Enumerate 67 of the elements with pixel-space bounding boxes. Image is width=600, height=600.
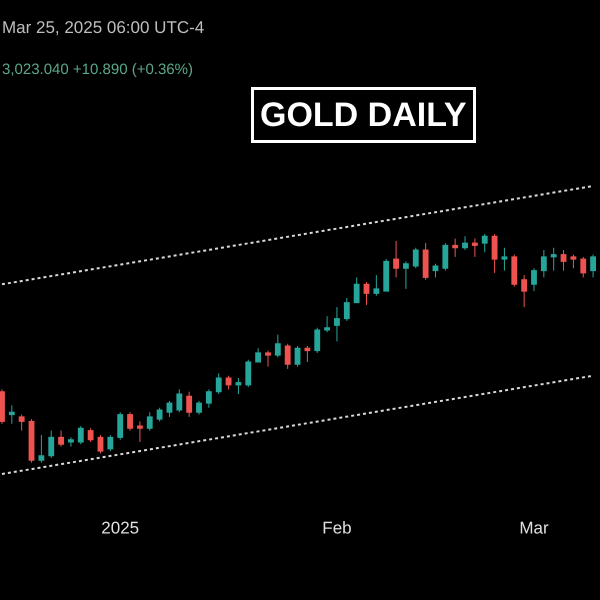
candlestick bbox=[550, 247, 557, 272]
candlestick bbox=[38, 434, 44, 464]
candlestick bbox=[274, 334, 281, 358]
x-tick-label: Feb bbox=[322, 518, 352, 538]
candlestick bbox=[412, 247, 419, 269]
candlestick bbox=[284, 343, 291, 370]
candlestick bbox=[442, 242, 448, 272]
candlestick bbox=[452, 238, 458, 258]
candlestick bbox=[127, 412, 133, 432]
candlestick bbox=[18, 414, 25, 432]
candlestick bbox=[226, 375, 232, 390]
candlestick bbox=[136, 420, 143, 442]
candlestick bbox=[403, 260, 409, 290]
candlestick bbox=[48, 430, 54, 458]
chart-title: GOLD DAILY bbox=[260, 96, 467, 134]
candlestick bbox=[117, 412, 124, 440]
candlestick bbox=[8, 404, 15, 424]
candlestick bbox=[88, 428, 94, 442]
candlestick bbox=[314, 327, 320, 354]
candlestick bbox=[560, 250, 566, 272]
candlestick bbox=[265, 350, 271, 368]
candlestick bbox=[334, 306, 340, 342]
candlestick bbox=[324, 316, 330, 333]
candlestick bbox=[521, 274, 528, 308]
candlestick bbox=[186, 391, 192, 418]
candlestick bbox=[580, 256, 586, 278]
candlestick bbox=[502, 247, 508, 272]
candlestick bbox=[68, 436, 74, 448]
candlestick bbox=[146, 412, 153, 432]
candlestick bbox=[206, 388, 212, 408]
candlestick bbox=[28, 418, 34, 464]
candlestick bbox=[364, 282, 370, 306]
x-tick-label: 2025 bbox=[101, 518, 140, 538]
candlestick bbox=[422, 242, 429, 280]
candlestick bbox=[344, 298, 350, 322]
candlestick bbox=[156, 407, 163, 422]
candlestick bbox=[216, 372, 222, 394]
candlestick bbox=[511, 254, 518, 288]
candlestick bbox=[255, 348, 262, 362]
candlestick bbox=[570, 254, 576, 269]
candlestick bbox=[354, 276, 360, 304]
x-tick-label: Mar bbox=[519, 518, 549, 538]
candlestick bbox=[304, 346, 310, 362]
candlestick bbox=[107, 434, 114, 452]
candlestick bbox=[0, 388, 5, 424]
candlestick bbox=[482, 234, 488, 253]
candlestick bbox=[176, 388, 182, 413]
candlestick bbox=[492, 234, 498, 274]
candlestick bbox=[393, 240, 399, 278]
candlestick bbox=[383, 258, 390, 292]
candlestick bbox=[58, 430, 64, 448]
text: 3,023.040 +10.890 (+0.36%) bbox=[2, 61, 193, 78]
candlestick bbox=[294, 346, 300, 368]
candlestick bbox=[540, 250, 547, 278]
candlestick bbox=[472, 238, 478, 258]
candlestick bbox=[98, 434, 104, 454]
candlestick bbox=[236, 378, 242, 394]
candlestick bbox=[462, 236, 468, 250]
candlestick bbox=[78, 426, 84, 445]
candlestick bbox=[245, 359, 252, 388]
candlestick bbox=[166, 400, 172, 418]
candlestick bbox=[373, 274, 380, 296]
candlestick bbox=[590, 254, 596, 278]
text: Mar 25, 2025 06:00 UTC-4 bbox=[2, 18, 204, 37]
candlestick bbox=[432, 263, 438, 278]
candlestick bbox=[196, 400, 202, 416]
candlestick bbox=[531, 268, 537, 292]
